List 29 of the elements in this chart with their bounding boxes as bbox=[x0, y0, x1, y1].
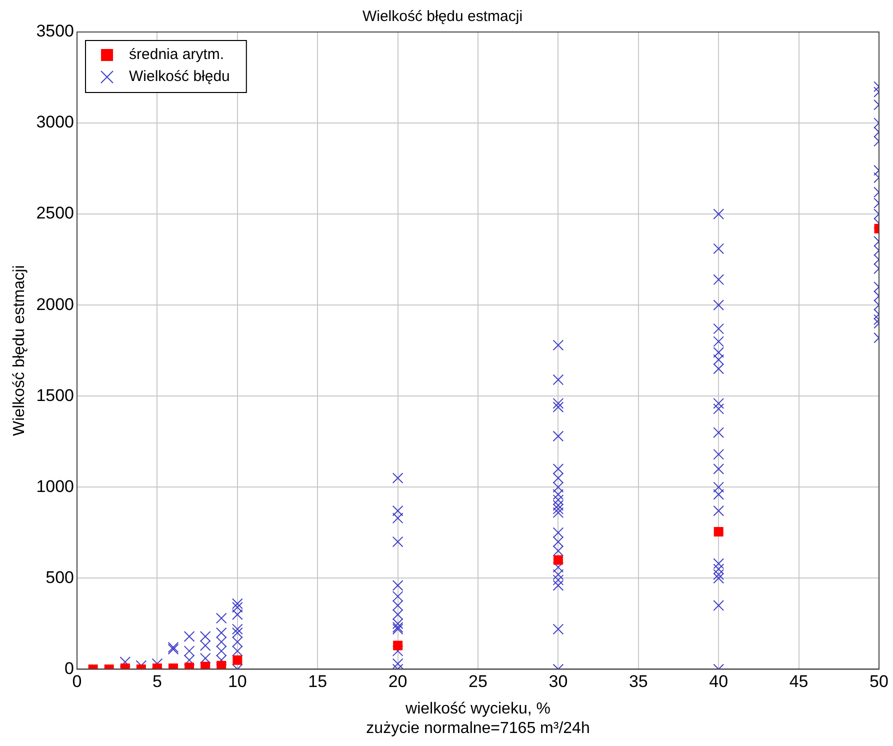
point bbox=[200, 662, 210, 670]
legend-label: średnia arytm. bbox=[129, 46, 224, 64]
x-axis-title: wielkość wycieku, % bbox=[404, 700, 550, 718]
text: zużycie normalne=7165 m³/24h bbox=[366, 720, 590, 737]
point bbox=[714, 527, 724, 536]
y-tick-label: 1500 bbox=[36, 386, 74, 405]
y-tick-label: 3500 bbox=[36, 22, 74, 41]
x-tick-label: 10 bbox=[228, 672, 247, 692]
y-tick-label: 2500 bbox=[36, 204, 74, 223]
x-tick-label: 30 bbox=[548, 672, 568, 692]
x-tick-label: 5 bbox=[152, 672, 162, 692]
y-axis-title: Wielkość błędu estmacji bbox=[11, 265, 28, 436]
point bbox=[393, 640, 403, 650]
x-tick-label: 35 bbox=[628, 672, 648, 692]
y-tick-label: 2000 bbox=[36, 294, 74, 314]
chart-title: Wielkość błędu estmacji bbox=[362, 8, 523, 26]
point bbox=[232, 655, 242, 665]
x-tick-label: 25 bbox=[468, 672, 488, 692]
y-tick-label: 500 bbox=[46, 568, 74, 587]
x-tick-label: 15 bbox=[308, 672, 328, 692]
x-tick-label: 45 bbox=[789, 672, 808, 692]
x-tick-label: 20 bbox=[388, 672, 408, 692]
y-tick-label: 0 bbox=[64, 658, 74, 678]
x-tick-label: 50 bbox=[870, 672, 888, 692]
x-tick-label: 40 bbox=[709, 672, 728, 692]
legend-label: Wielkość błędu bbox=[129, 68, 230, 86]
y-tick-label: 1000 bbox=[36, 476, 74, 496]
y-tick-label: 3000 bbox=[36, 112, 74, 132]
point bbox=[553, 555, 563, 565]
